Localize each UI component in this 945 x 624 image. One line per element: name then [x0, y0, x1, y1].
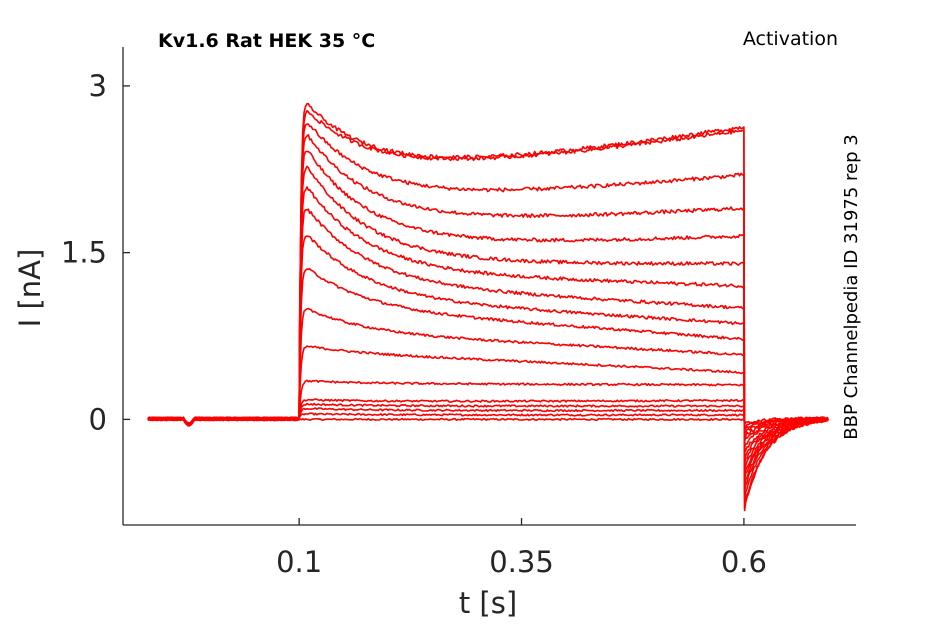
current-trace-15 — [147, 134, 829, 493]
current-traces — [147, 102, 829, 512]
y-tick-label: 3 — [89, 69, 107, 103]
chart-title: Kv1.6 Rat HEK 35 °C — [158, 30, 375, 52]
axes: 0.1 0.35 0.6 0 1.5 3 — [61, 47, 856, 579]
current-trace-10 — [147, 235, 829, 465]
current-trace-7 — [147, 345, 829, 448]
current-trace-9 — [147, 268, 829, 460]
x-axis-label: t [s] — [459, 586, 517, 620]
current-trace-18 — [147, 102, 829, 512]
x-tick-label: 0.6 — [721, 545, 767, 579]
y-tick-label: 0 — [89, 402, 107, 436]
current-trace-16 — [147, 123, 829, 501]
current-trace-11 — [147, 208, 829, 471]
side-label: BBP Channelpedia ID 31975 rep 3 — [841, 134, 862, 439]
current-trace-17 — [147, 109, 829, 510]
current-trace-12 — [147, 186, 829, 476]
current-trace-8 — [147, 307, 829, 454]
x-tick-label: 0.1 — [276, 545, 322, 579]
protocol-label: Activation — [743, 28, 838, 50]
y-tick-label: 1.5 — [61, 236, 107, 270]
x-tick-label: 0.35 — [489, 545, 554, 579]
y-axis-label: I [nA] — [13, 249, 47, 328]
